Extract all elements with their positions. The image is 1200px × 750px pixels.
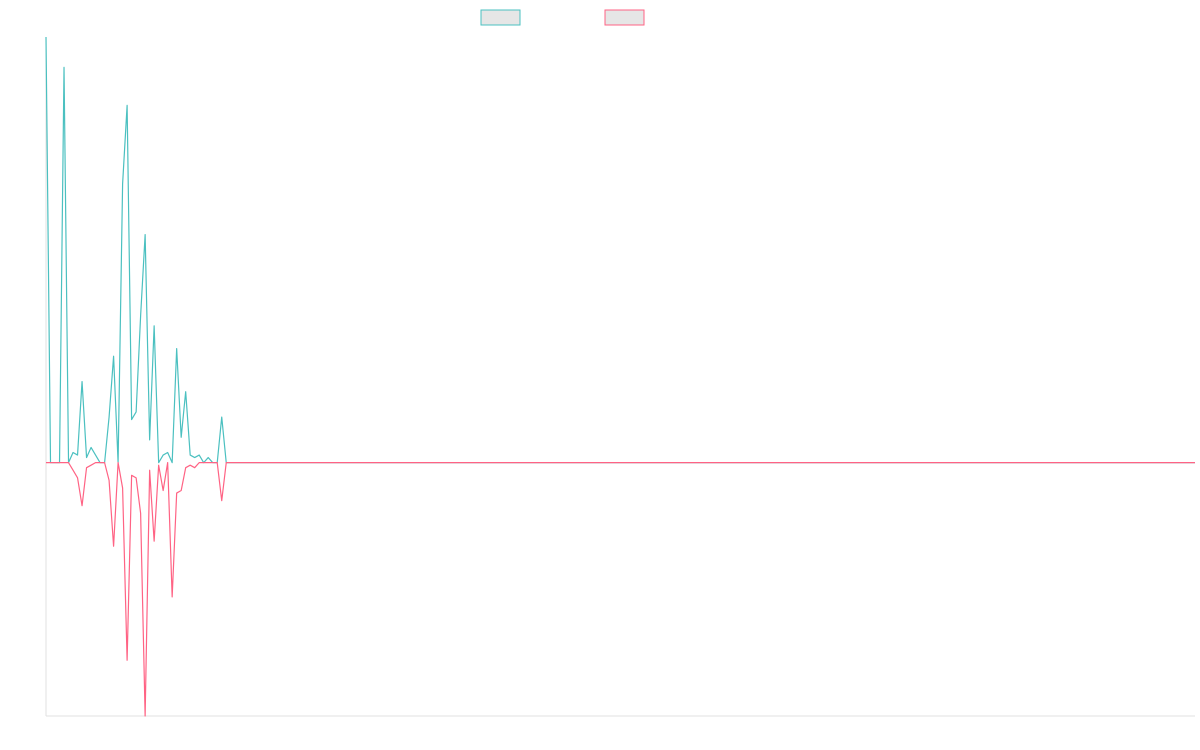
legend-swatch[interactable] [604, 9, 645, 26]
series-line [45, 36, 1195, 464]
series-line [46, 462, 1195, 717]
legend-swatch[interactable] [480, 9, 521, 26]
